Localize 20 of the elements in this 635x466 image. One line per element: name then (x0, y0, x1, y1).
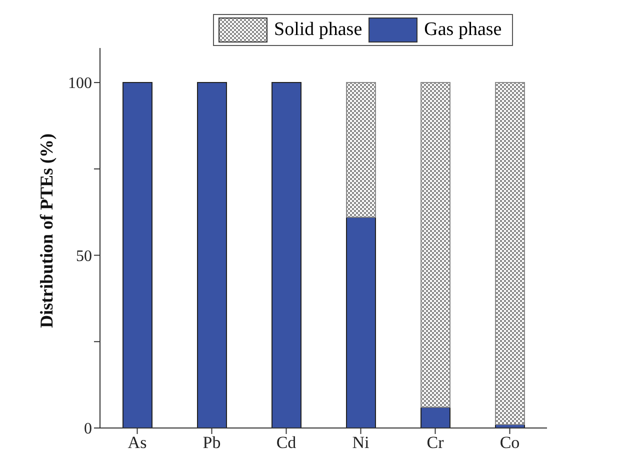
x-tick-label: Co (500, 433, 520, 452)
bar (495, 82, 525, 426)
y-tick-label: 100 (68, 75, 92, 92)
bar (346, 216, 376, 428)
bar (420, 406, 450, 428)
x-tick-label: Ni (352, 433, 370, 452)
x-tick-label: Cd (276, 433, 297, 452)
x-tick-label: Cr (426, 433, 444, 452)
bar (272, 82, 302, 428)
y-tick-label: 0 (84, 420, 92, 438)
legend-label: Solid phase (273, 18, 362, 42)
y-tick-label: 50 (76, 248, 92, 265)
legend-label: Gas phase (423, 18, 502, 42)
x-tick-label: As (128, 433, 147, 452)
bar (420, 82, 450, 408)
bar (346, 82, 376, 218)
x-tick-label: Pb (202, 433, 221, 452)
y-axis-title: Distribution of PTEs (%) (36, 133, 56, 328)
bar (122, 82, 152, 428)
bar (197, 82, 227, 428)
